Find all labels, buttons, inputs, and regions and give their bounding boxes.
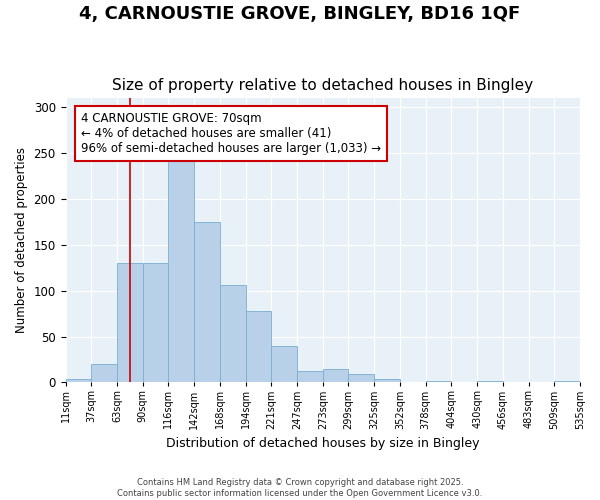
Bar (117, 263, 143, 382)
Bar (220, 285, 245, 382)
Bar (65, 378, 91, 382)
Text: 4, CARNOUSTIE GROVE, BINGLEY, BD16 1QF: 4, CARNOUSTIE GROVE, BINGLEY, BD16 1QF (79, 5, 521, 23)
Bar (245, 311, 271, 382)
Text: Contains HM Land Registry data © Crown copyright and database right 2025.
Contai: Contains HM Land Registry data © Crown c… (118, 478, 482, 498)
Text: 4 CARNOUSTIE GROVE: 70sqm
← 4% of detached houses are smaller (41)
96% of semi-d: 4 CARNOUSTIE GROVE: 70sqm ← 4% of detach… (81, 112, 381, 155)
Bar (323, 368, 349, 382)
Bar (91, 364, 117, 382)
Y-axis label: Number of detached properties: Number of detached properties (15, 148, 28, 334)
Bar (554, 380, 580, 382)
Bar (143, 263, 169, 382)
Bar (374, 378, 400, 382)
X-axis label: Distribution of detached houses by size in Bingley: Distribution of detached houses by size … (166, 437, 479, 450)
Title: Size of property relative to detached houses in Bingley: Size of property relative to detached ho… (112, 78, 533, 93)
Bar (297, 372, 323, 382)
Bar (271, 346, 297, 383)
Bar (477, 380, 503, 382)
Bar (194, 222, 220, 382)
Bar (169, 150, 194, 382)
Bar (349, 374, 374, 382)
